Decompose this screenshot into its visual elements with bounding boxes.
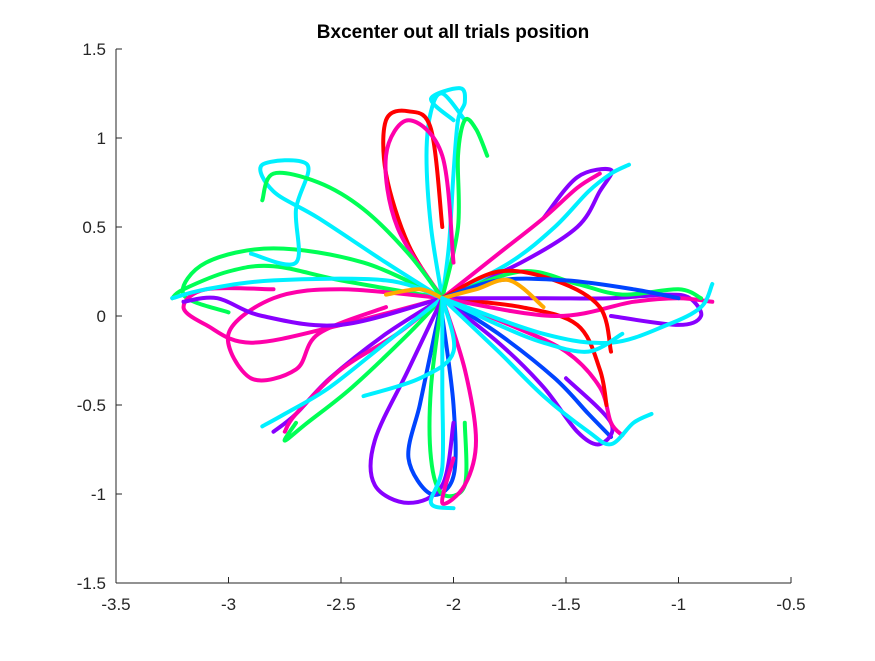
- x-tick-label: -2: [446, 595, 461, 614]
- trajectory-line-11: [170, 276, 445, 301]
- trajectory-line-5: [383, 118, 456, 301]
- axes-layer: -3.5 -3 -2.5 -2 -1.5 -1 -0.5 1.5 1 0.5 0 -0.5 -1 -1.5: [77, 40, 806, 614]
- trajectory-line-39: [440, 296, 625, 354]
- trajectory-line-26: [440, 296, 654, 447]
- trajectory-line-22: [428, 296, 456, 511]
- trajectory-layer: [170, 86, 715, 511]
- x-tick-label: -2.5: [326, 595, 355, 614]
- trajectory-line-8: [181, 285, 445, 345]
- trajectory-line-29: [440, 162, 631, 301]
- y-tick-label: 1: [97, 129, 106, 148]
- trajectory-line-9: [225, 287, 445, 383]
- trajectory-line-36: [440, 276, 681, 301]
- y-tick-label: -1: [91, 485, 106, 504]
- trajectory-line-27: [440, 296, 609, 407]
- y-tick-label: 0: [97, 307, 106, 326]
- trajectory-line-2: [424, 91, 467, 301]
- trajectory-line-23: [440, 296, 613, 439]
- trajectory-line-32: [440, 296, 715, 319]
- trajectory-line-40: [361, 296, 457, 399]
- trajectory-line-30: [440, 171, 602, 301]
- trajectory-line-31: [440, 292, 704, 327]
- y-tick-label: -1.5: [77, 574, 106, 593]
- trajectory-line-4: [440, 116, 490, 301]
- trajectory-line-17: [260, 296, 445, 429]
- x-tick-label: -3.5: [101, 595, 130, 614]
- trajectory-line-38: [384, 287, 445, 301]
- y-tick-label: -0.5: [77, 396, 106, 415]
- trajectory-line-21: [440, 296, 478, 506]
- x-tick-label: -1: [671, 595, 686, 614]
- x-tick-label: -3: [221, 595, 236, 614]
- trajectory-line-19: [368, 296, 456, 505]
- trajectory-line-37: [440, 277, 546, 310]
- trajectory-line-1: [429, 86, 468, 301]
- trajectory-line-12: [249, 158, 445, 301]
- trajectory-line-28: [440, 167, 614, 301]
- x-tick-label: -1.5: [551, 595, 580, 614]
- y-tick-label: 1.5: [82, 40, 106, 59]
- trajectory-line-18: [406, 296, 458, 497]
- trajectory-line-10: [181, 295, 445, 328]
- chart-title: Bxcenter out all trials position: [317, 22, 589, 43]
- trajectory-line-16: [282, 296, 445, 443]
- x-tick-label: -0.5: [776, 595, 805, 614]
- trajectory-line-33: [440, 282, 715, 346]
- y-tick-label: 0.5: [82, 218, 106, 237]
- trajectory-line-13: [260, 170, 445, 301]
- trajectory-line-34: [440, 269, 703, 301]
